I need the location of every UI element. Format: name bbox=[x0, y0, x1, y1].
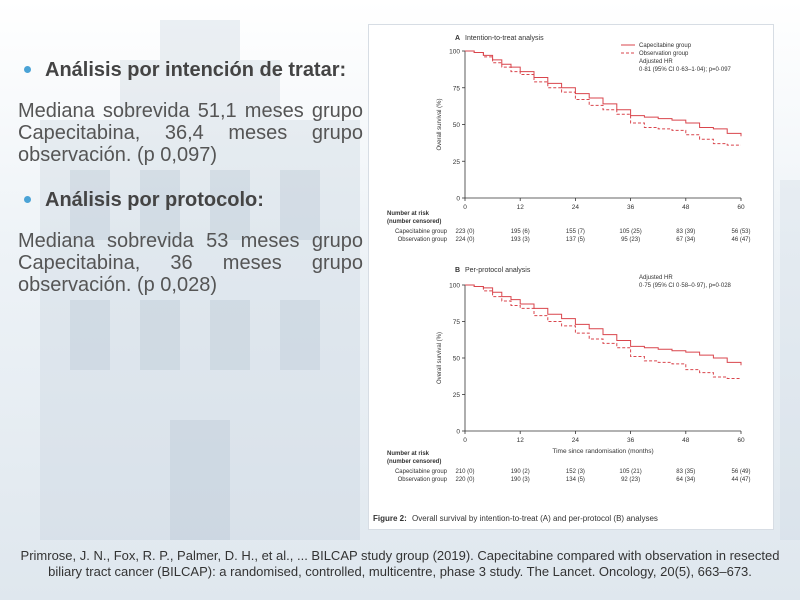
x-tick-label: 48 bbox=[682, 204, 690, 211]
figure-caption-text: Overall survival by intention-to-treat (… bbox=[412, 514, 658, 523]
risk-table-cell: 105 (21) bbox=[619, 469, 641, 475]
figure-caption-label: Figure 2: bbox=[373, 514, 407, 523]
risk-table-cell: 223 (0) bbox=[455, 229, 474, 235]
citation: Primrose, J. N., Fox, R. P., Palmer, D. … bbox=[10, 548, 790, 580]
risk-table-cell: 134 (5) bbox=[566, 477, 585, 483]
risk-table-header: Number at risk bbox=[387, 451, 430, 457]
risk-table-cell: 56 (49) bbox=[731, 469, 750, 475]
hr-value: 0·81 (95% CI 0·63–1·04); p=0·097 bbox=[639, 67, 732, 73]
x-tick-label: 24 bbox=[572, 204, 580, 211]
x-tick-label: 36 bbox=[627, 437, 635, 444]
x-tick-label: 36 bbox=[627, 204, 635, 211]
risk-table-cell: 224 (0) bbox=[455, 237, 474, 243]
y-tick-label: 25 bbox=[453, 159, 461, 166]
observation-survival-line bbox=[465, 50, 741, 146]
survival-figure-svg: A Intention-to-treat analysis 0 25 50 75 100 0 1… bbox=[373, 35, 751, 523]
risk-table-cell: 137 (5) bbox=[566, 237, 585, 243]
slide-text-column: Análisis por intención de tratar: Median… bbox=[18, 58, 363, 318]
risk-table-row-label: Observation group bbox=[398, 477, 448, 483]
risk-table-cell: 64 (34) bbox=[676, 477, 695, 483]
risk-table-cell: 152 (3) bbox=[566, 469, 585, 475]
risk-table-cell: 220 (0) bbox=[455, 477, 474, 483]
risk-table-cell: 95 (23) bbox=[621, 237, 640, 243]
x-tick-label: 24 bbox=[572, 437, 580, 444]
risk-table-cell: 190 (3) bbox=[511, 477, 530, 483]
y-tick-label: 25 bbox=[453, 392, 461, 399]
bullet-pp-body: Mediana sobrevida 53 meses grupo Capecit… bbox=[18, 230, 363, 296]
y-tick-label: 100 bbox=[449, 49, 460, 56]
x-tick-label: 60 bbox=[737, 204, 745, 211]
hr-label: Adjusted HR bbox=[639, 59, 673, 65]
panel-letter: A bbox=[455, 35, 460, 42]
hr-value: 0·75 (95% CI 0·58–0·97), p=0·028 bbox=[639, 283, 732, 289]
risk-table-cell: 46 (47) bbox=[731, 237, 750, 243]
hr-label: Adjusted HR bbox=[639, 275, 673, 281]
x-axis-label: Time since randomisation (months) bbox=[552, 448, 653, 455]
x-tick-label: 0 bbox=[463, 204, 467, 211]
risk-table-cell: 56 (53) bbox=[731, 229, 750, 235]
risk-table-row-label: Capecitabine group bbox=[395, 229, 448, 235]
bullet-itt-heading: Análisis por intención de tratar: bbox=[45, 59, 347, 81]
x-tick-label: 12 bbox=[517, 204, 525, 211]
observation-survival-line bbox=[465, 284, 741, 379]
bullet-itt-body: Mediana sobrevida 51,1 meses grupo Capec… bbox=[18, 100, 363, 166]
y-tick-label: 0 bbox=[456, 429, 460, 436]
risk-table-cell: 105 (25) bbox=[619, 229, 641, 235]
panel-letter: B bbox=[455, 267, 460, 274]
bullet-pp-heading: Análisis por protocolo: bbox=[45, 189, 264, 211]
capecitabine-survival-line bbox=[465, 50, 742, 137]
x-tick-label: 12 bbox=[517, 437, 525, 444]
y-axis-label: Overall survival (%) bbox=[437, 98, 443, 150]
capecitabine-survival-line bbox=[465, 284, 742, 366]
panel-b-per-protocol: B Per-protocol analysis 0 25 50 75 100 0 12 24 36 4… bbox=[387, 267, 751, 483]
risk-table-cell: 155 (7) bbox=[566, 229, 585, 235]
risk-table-row-label: Observation group bbox=[398, 237, 448, 243]
panel-title: Per-protocol analysis bbox=[465, 267, 531, 274]
y-axis-label: Overall survival (%) bbox=[437, 332, 443, 384]
risk-table-row-label: Capecitabine group bbox=[395, 469, 448, 475]
risk-table-cell: 190 (2) bbox=[511, 469, 530, 475]
legend-entry: Capecitabine group bbox=[639, 43, 692, 49]
figure-caption: Figure 2: Overall survival by intention-… bbox=[373, 514, 658, 523]
y-tick-label: 50 bbox=[453, 122, 461, 129]
risk-table-cell: 92 (23) bbox=[621, 477, 640, 483]
risk-table-subheader: (number censored) bbox=[387, 219, 441, 225]
bullet-pp: Análisis por protocolo: bbox=[18, 188, 363, 212]
y-tick-label: 75 bbox=[453, 85, 461, 92]
risk-table-cell: 83 (39) bbox=[676, 229, 695, 235]
x-tick-label: 48 bbox=[682, 437, 690, 444]
risk-table-cell: 83 (35) bbox=[676, 469, 695, 475]
citation-text: Primrose, J. N., Fox, R. P., Palmer, D. … bbox=[20, 548, 780, 579]
y-tick-label: 75 bbox=[453, 319, 461, 326]
survival-figure: A Intention-to-treat analysis 0 25 50 75 100 0 1… bbox=[368, 24, 774, 530]
bullet-dot-icon bbox=[24, 196, 31, 203]
panel-title: Intention-to-treat analysis bbox=[465, 35, 544, 42]
x-tick-label: 0 bbox=[463, 437, 467, 444]
bullet-itt: Análisis por intención de tratar: bbox=[18, 58, 363, 82]
bullet-dot-icon bbox=[24, 66, 31, 73]
risk-table-cell: 44 (47) bbox=[731, 477, 750, 483]
panel-a-itt: A Intention-to-treat analysis 0 25 50 75 100 0 1… bbox=[387, 35, 751, 243]
risk-table-header: Number at risk bbox=[387, 211, 430, 217]
risk-table-subheader: (number censored) bbox=[387, 459, 441, 465]
risk-table-cell: 67 (34) bbox=[676, 237, 695, 243]
x-tick-label: 60 bbox=[737, 437, 745, 444]
risk-table-cell: 193 (3) bbox=[511, 237, 530, 243]
y-tick-label: 0 bbox=[456, 196, 460, 203]
risk-table-cell: 210 (0) bbox=[455, 469, 474, 475]
y-tick-label: 50 bbox=[453, 356, 461, 363]
risk-table-cell: 195 (6) bbox=[511, 229, 530, 235]
legend-entry: Observation group bbox=[639, 51, 689, 57]
y-tick-label: 100 bbox=[449, 283, 460, 290]
